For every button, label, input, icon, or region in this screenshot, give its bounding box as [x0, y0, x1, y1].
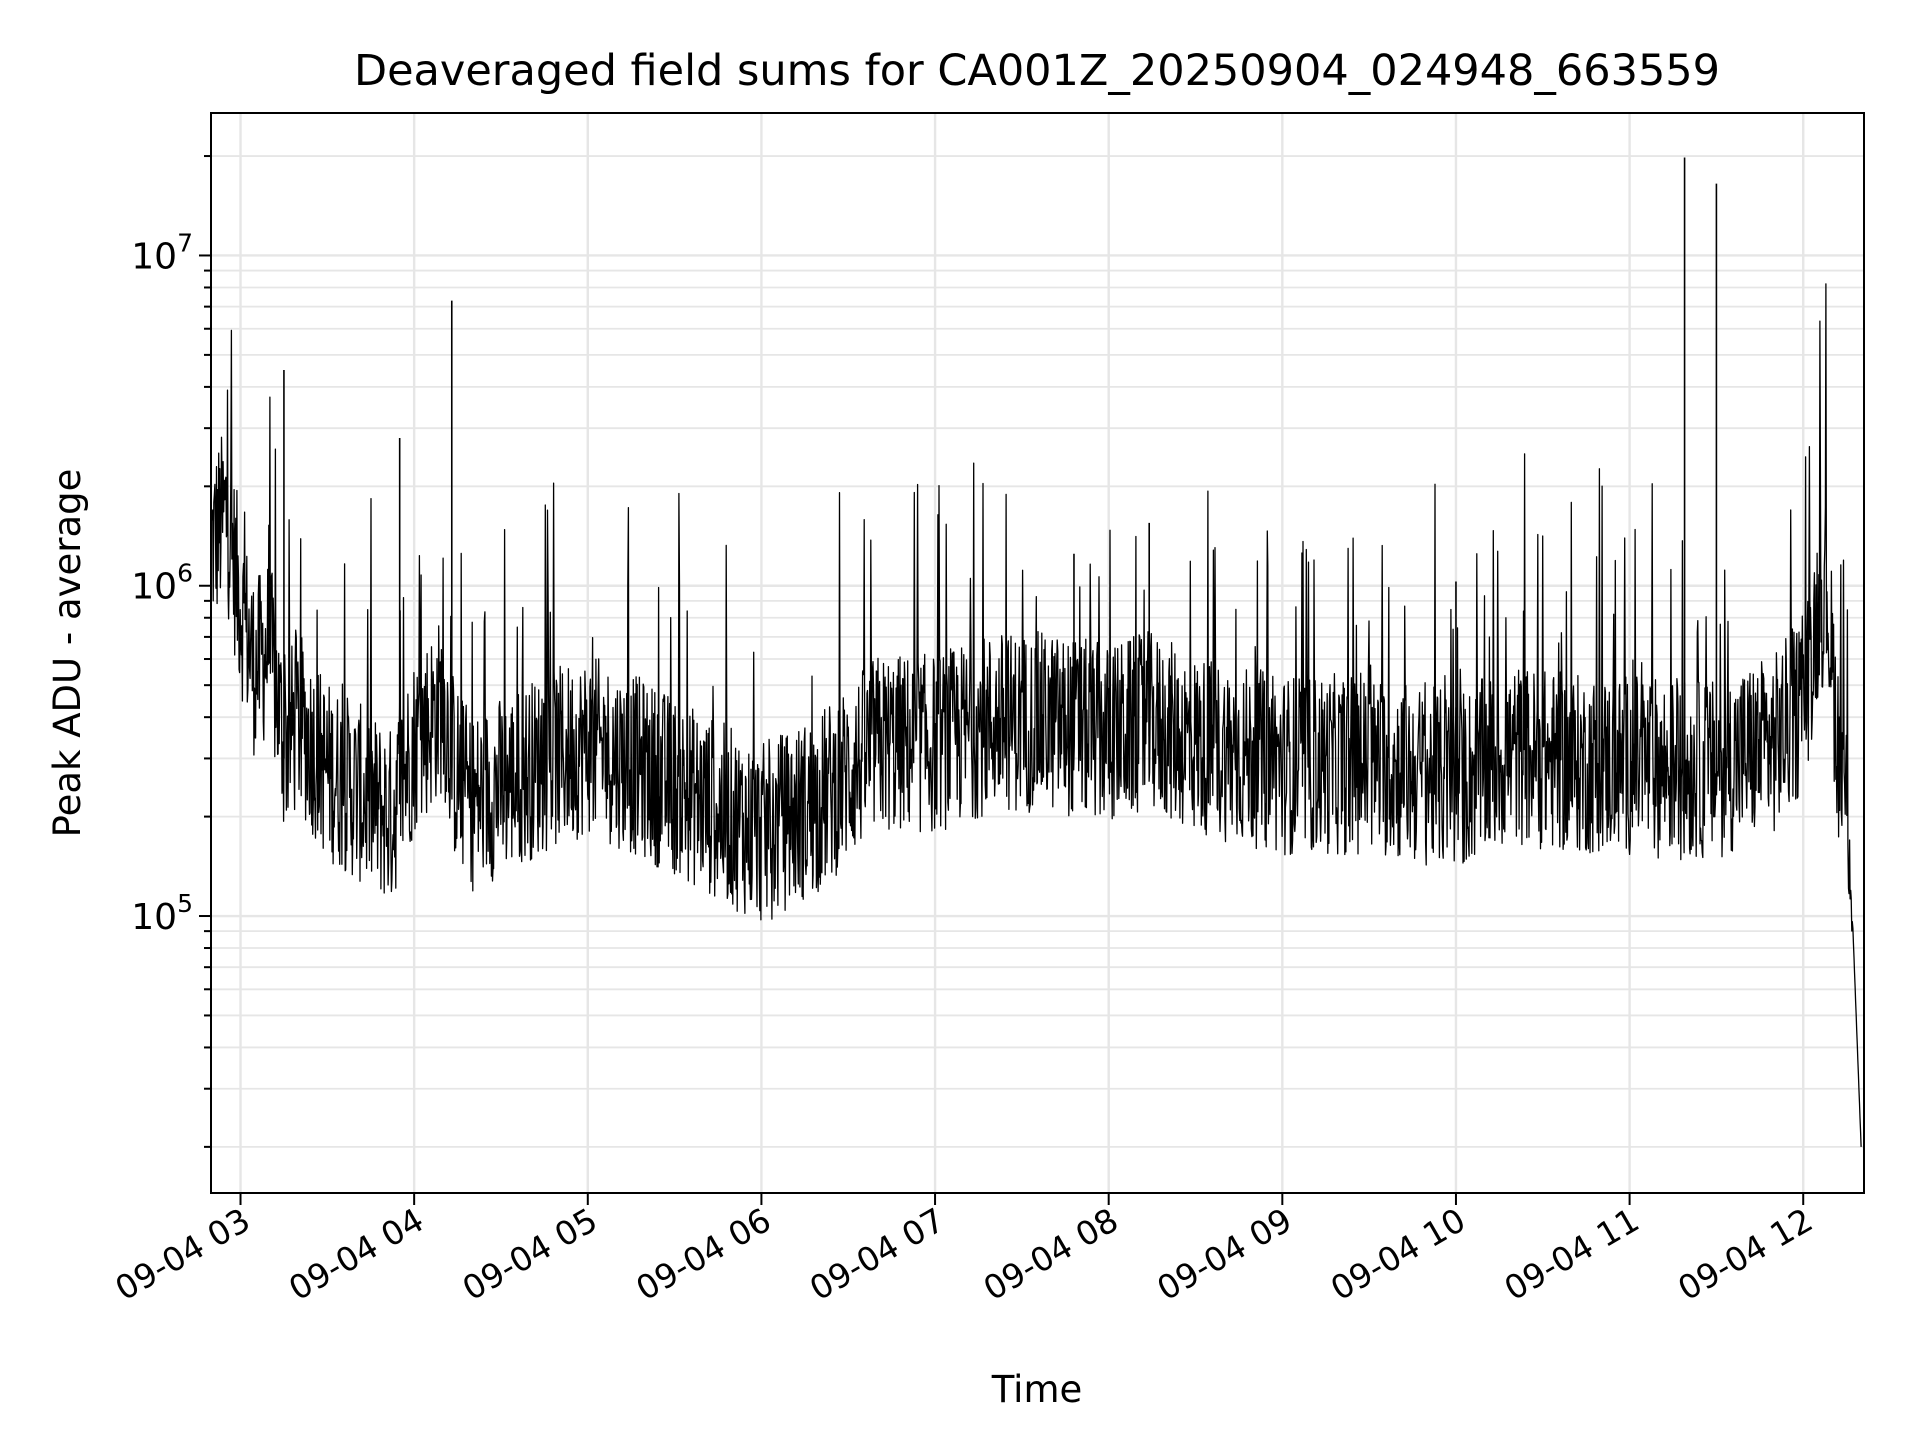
x-grid: [239, 113, 1805, 1193]
y-ticks: 105 106 107: [131, 155, 211, 1148]
plot-frame: [210, 112, 1865, 1194]
spikes: [283, 157, 1718, 805]
y-axis-label: Peak ADU - average: [46, 469, 89, 838]
chart-title: Deaveraged field sums for CA001Z_2025090…: [354, 46, 1720, 96]
y-tick-label: 105: [131, 889, 193, 938]
y-tick-label: 106: [131, 559, 193, 608]
x-axis-label: Time: [991, 1368, 1083, 1411]
y-tick-label: 107: [131, 228, 193, 277]
series-line: [211, 283, 1862, 1147]
